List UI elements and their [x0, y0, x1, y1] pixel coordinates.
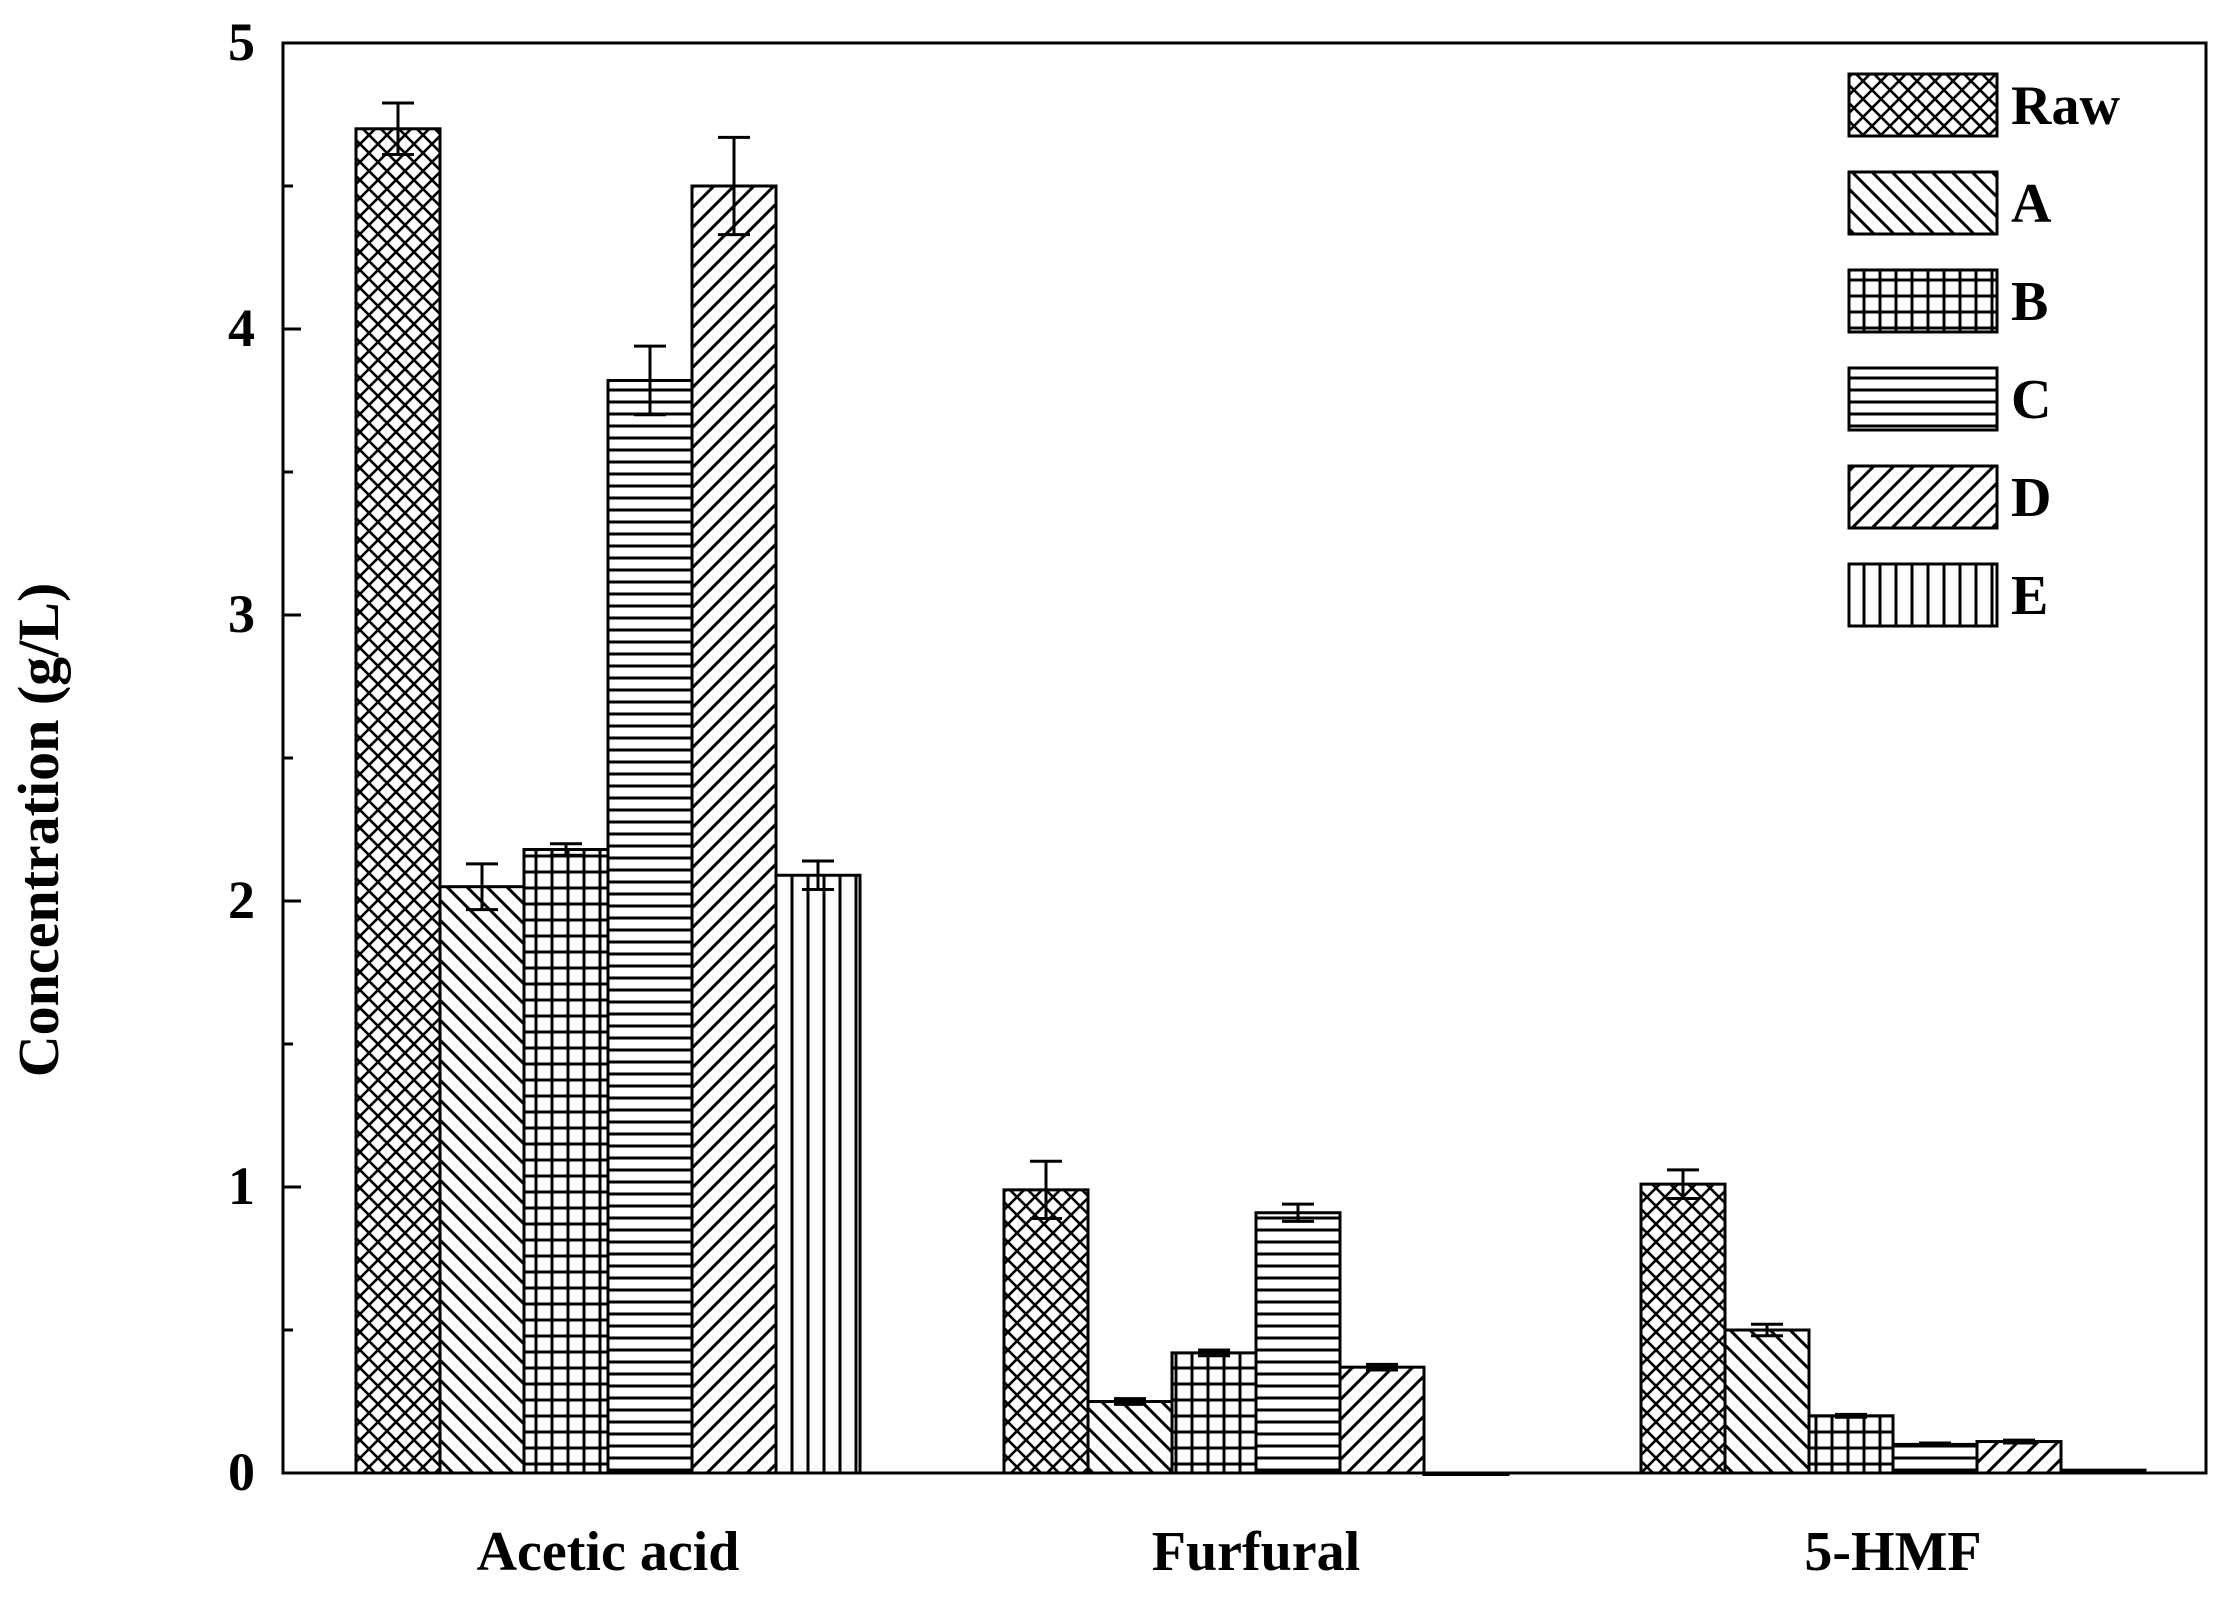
- error-bar-e-acetic-acid: [802, 859, 834, 892]
- legend-label-a: A: [2011, 173, 2052, 235]
- legend-label-c: C: [2011, 369, 2051, 431]
- bar-a-furfural: [1086, 1400, 1174, 1475]
- error-bar-d-acetic-acid: [718, 135, 750, 237]
- error-bar-raw-acetic-acid: [382, 101, 414, 157]
- legend-swatch-raw: [1847, 72, 1999, 138]
- legend-item-raw: Raw: [1847, 72, 2120, 138]
- error-bar-raw-furfural: [1030, 1159, 1062, 1220]
- bar-d-furfural: [1338, 1365, 1426, 1475]
- y-tick-label: 3: [228, 584, 255, 644]
- legend-label-e: E: [2011, 565, 2048, 627]
- error-bars-layer: [382, 101, 2035, 1448]
- error-bar-b-5-hmf: [1835, 1412, 1867, 1419]
- bar-raw-5-hmf: [1639, 1182, 1727, 1475]
- error-bar-d-furfural: [1366, 1362, 1398, 1372]
- legend-swatch-d: [1847, 464, 1999, 530]
- error-bar-d-5-hmf: [2003, 1438, 2035, 1445]
- legend-label-b: B: [2011, 271, 2048, 333]
- bar-b-acetic-acid: [522, 848, 610, 1475]
- bar-a-acetic-acid: [438, 885, 526, 1475]
- bar-d-5-hmf: [1975, 1440, 2063, 1475]
- legend-label-d: D: [2011, 467, 2051, 529]
- legend-item-e: E: [1847, 562, 2048, 628]
- bar-c-acetic-acid: [606, 378, 694, 1475]
- x-tick-label-acetic-acid: Acetic acid: [477, 1521, 740, 1583]
- y-axis: 0 1 2 3 4 5: [228, 12, 301, 1502]
- error-bar-c-acetic-acid: [634, 344, 666, 417]
- y-tick-label: 5: [228, 12, 255, 72]
- legend-swatch-b: [1847, 268, 1999, 334]
- bar-raw-furfural: [1002, 1188, 1090, 1475]
- error-bar-a-furfural: [1114, 1397, 1146, 1406]
- error-bar-raw-5-hmf: [1667, 1168, 1699, 1200]
- bar-b-furfural: [1170, 1351, 1258, 1475]
- y-tick-label: 1: [228, 1156, 255, 1216]
- y-axis-label: Concentration (g/L): [6, 583, 71, 1078]
- legend-swatch-e: [1847, 562, 1999, 628]
- y-tick-label: 0: [228, 1442, 255, 1502]
- y-tick-label: 2: [228, 870, 255, 930]
- legend-swatch-c: [1847, 366, 1999, 432]
- legend-item-c: C: [1847, 366, 2051, 432]
- error-bar-b-acetic-acid: [550, 842, 582, 857]
- legend-label-raw: Raw: [2011, 75, 2120, 137]
- y-tick-label: 4: [228, 298, 255, 358]
- bar-d-acetic-acid: [690, 184, 778, 1475]
- legend-swatch-a: [1847, 170, 1999, 236]
- bar-c-furfural: [1254, 1211, 1342, 1475]
- error-bar-a-acetic-acid: [466, 862, 498, 912]
- bar-e-acetic-acid: [774, 873, 862, 1475]
- bar-a-5-hmf: [1723, 1328, 1811, 1475]
- legend-item-a: A: [1847, 170, 2052, 236]
- error-bar-c-furfural: [1282, 1202, 1314, 1223]
- bar-raw-acetic-acid: [354, 127, 442, 1475]
- error-bar-a-5-hmf: [1751, 1322, 1783, 1338]
- legend-item-d: D: [1847, 464, 2051, 530]
- x-tick-label-5-hmf: 5-HMF: [1804, 1521, 1981, 1583]
- x-axis: Acetic acid Furfural 5-HMF: [477, 1459, 1982, 1583]
- legend-item-b: B: [1847, 268, 2048, 334]
- error-bar-b-furfural: [1198, 1348, 1230, 1358]
- bars-layer: [354, 127, 2147, 1476]
- error-bar-c-5-hmf: [1919, 1441, 1951, 1448]
- bar-c-5-hmf: [1891, 1442, 1979, 1475]
- bar-b-5-hmf: [1807, 1414, 1895, 1475]
- x-tick-label-furfural: Furfural: [1152, 1521, 1360, 1583]
